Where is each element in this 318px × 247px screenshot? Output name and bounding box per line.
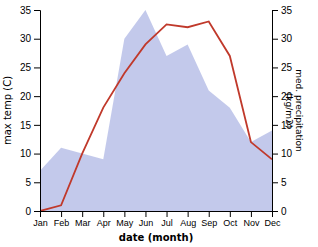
tick: May	[116, 211, 134, 228]
tick-label: Aug	[180, 218, 196, 228]
tick-label: 10	[281, 148, 293, 159]
tick: 35	[20, 5, 40, 16]
tick-mark	[188, 211, 189, 217]
tick: 0	[25, 206, 40, 217]
tick: Mar	[75, 211, 91, 228]
tick-mark	[272, 10, 278, 11]
tick-mark	[124, 211, 125, 217]
tick-mark	[230, 211, 231, 217]
x-axis: Jan Feb Mar Apr May Jun Jul Aug Sep Oct Nov Dec	[33, 211, 281, 228]
tick-label: Dec	[264, 218, 281, 228]
tick: 30	[20, 33, 40, 44]
marks	[40, 10, 272, 211]
tick: Dec	[264, 211, 281, 228]
tick: 30	[272, 33, 293, 44]
tick: Apr	[97, 211, 111, 228]
tick-mark	[34, 182, 40, 183]
tick-mark	[34, 125, 40, 126]
tick-mark	[272, 125, 278, 126]
tick-mark	[209, 211, 210, 217]
tick: Nov	[243, 211, 260, 228]
tick-label: 0	[25, 206, 31, 217]
tick-mark	[82, 211, 83, 217]
tick-label: 35	[20, 5, 32, 16]
tick-mark	[34, 67, 40, 68]
tick-mark	[272, 96, 278, 97]
tick: Jul	[161, 211, 173, 228]
tick: Feb	[54, 211, 70, 228]
line	[40, 21, 272, 211]
y-axis: 0 5 10 15 20 25 30 35	[20, 5, 41, 217]
tick: Oct	[223, 211, 238, 228]
tick-label: 35	[281, 5, 293, 16]
tick-label: 30	[281, 33, 293, 44]
plot: JanFebMarAprMayJunJulAugSepOctNovDec0510…	[20, 5, 293, 229]
x-axis-title: date (month)	[119, 232, 193, 243]
tick-label: Nov	[243, 218, 260, 228]
tick-mark	[272, 182, 278, 183]
axis-line	[41, 212, 273, 218]
tick-label: 10	[20, 148, 32, 159]
tick: 25	[20, 62, 40, 73]
tick-label: 0	[281, 206, 287, 217]
tick-label: Jul	[161, 218, 173, 228]
tick-label: 15	[20, 120, 32, 131]
chart: JanFebMarAprMayJunJulAugSepOctNovDec0510…	[0, 0, 318, 247]
tick-mark	[272, 211, 278, 212]
tick-label: Jun	[139, 218, 154, 228]
tick-label: Apr	[97, 218, 111, 228]
y-axis-title: max temp (C)	[2, 76, 13, 145]
y2-axis-title: med. precipitation(kg/m2)	[284, 69, 304, 151]
tick: Jan	[33, 211, 48, 228]
tick-label: Feb	[54, 218, 70, 228]
tick-mark	[272, 39, 278, 40]
tick-mark	[103, 211, 104, 217]
tick-label: 5	[281, 177, 287, 188]
tick: 5	[272, 177, 287, 188]
tick-mark	[251, 211, 252, 217]
tick: 5	[25, 177, 40, 188]
tick-label: Sep	[201, 218, 217, 228]
tick-mark	[167, 211, 168, 217]
tick-label: 5	[25, 177, 31, 188]
tick: 15	[20, 120, 40, 131]
tick: 0	[272, 206, 287, 217]
tick: 10	[272, 148, 293, 159]
tick-mark	[34, 10, 40, 11]
axis-line	[273, 11, 279, 212]
tick: 20	[20, 91, 40, 102]
tick-label: Jan	[33, 218, 48, 228]
tick-mark	[34, 211, 40, 212]
tick-mark	[34, 96, 40, 97]
tick: 35	[272, 5, 293, 16]
tick-mark	[34, 154, 40, 155]
tick-label: 30	[20, 33, 32, 44]
tick-mark	[272, 154, 278, 155]
tick: 25	[272, 62, 293, 73]
tick-mark	[145, 211, 146, 217]
tick: 10	[20, 148, 40, 159]
axis-line	[34, 11, 41, 212]
tick-mark	[61, 211, 62, 217]
tick-mark	[34, 39, 40, 40]
tick: Jun	[139, 211, 154, 228]
tick-label: Oct	[223, 218, 238, 228]
tick-label: 25	[281, 62, 293, 73]
tick-label: Mar	[75, 218, 91, 228]
tick-label: May	[116, 218, 134, 228]
area	[40, 10, 272, 211]
tick-mark	[272, 67, 278, 68]
tick: Sep	[201, 211, 217, 228]
tick-label: 20	[20, 91, 32, 102]
tick: Aug	[180, 211, 196, 228]
tick-label: 25	[20, 62, 32, 73]
